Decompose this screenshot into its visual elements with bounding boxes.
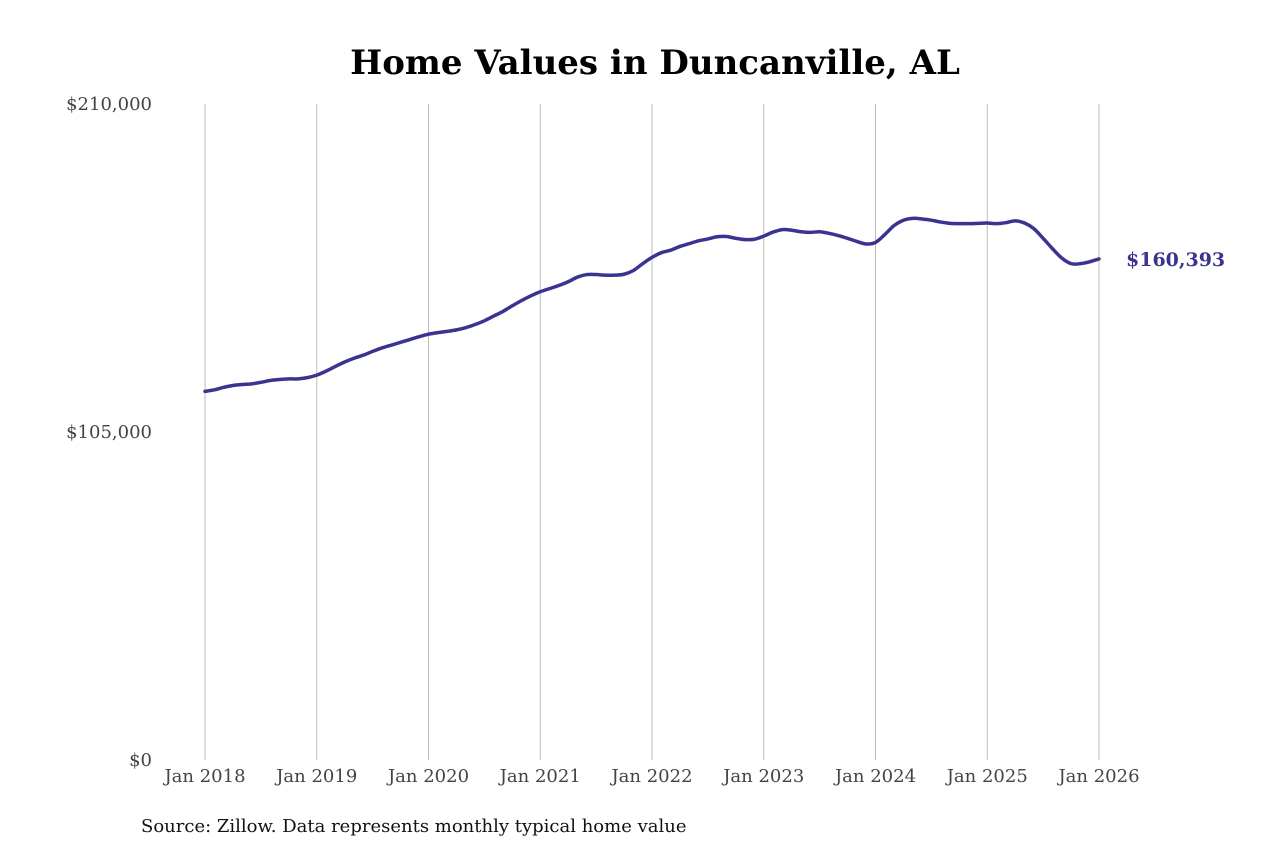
x-tick-label: Jan 2026 <box>1056 766 1139 787</box>
x-tick-label: Jan 2022 <box>609 766 692 787</box>
x-axis: Jan 2018 Jan 2019 Jan 2020 Jan 2021 Jan 2022… <box>162 766 1139 787</box>
y-axis: $0 $105,000 $210,000 <box>66 94 152 771</box>
source-note: Source: Zillow. Data represents monthly … <box>141 816 687 837</box>
x-tick-label: Jan 2019 <box>274 766 357 787</box>
x-tick-label: Jan 2021 <box>498 766 581 787</box>
y-tick-label: $210,000 <box>66 94 152 115</box>
end-value-label: $160,393 <box>1126 249 1225 271</box>
x-tick-label: Jan 2018 <box>162 766 245 787</box>
series-line <box>203 216 1101 394</box>
series-layer <box>203 216 1101 394</box>
x-tick-label: Jan 2025 <box>945 766 1028 787</box>
x-tick-label: Jan 2020 <box>386 766 469 787</box>
chart-title: Home Values in Duncanville, AL <box>350 43 960 83</box>
x-tick-label: Jan 2023 <box>721 766 804 787</box>
y-tick-label: $0 <box>129 750 152 771</box>
y-tick-label: $105,000 <box>66 422 152 443</box>
x-tick-label: Jan 2024 <box>833 766 916 787</box>
grid-lines <box>204 104 1100 760</box>
